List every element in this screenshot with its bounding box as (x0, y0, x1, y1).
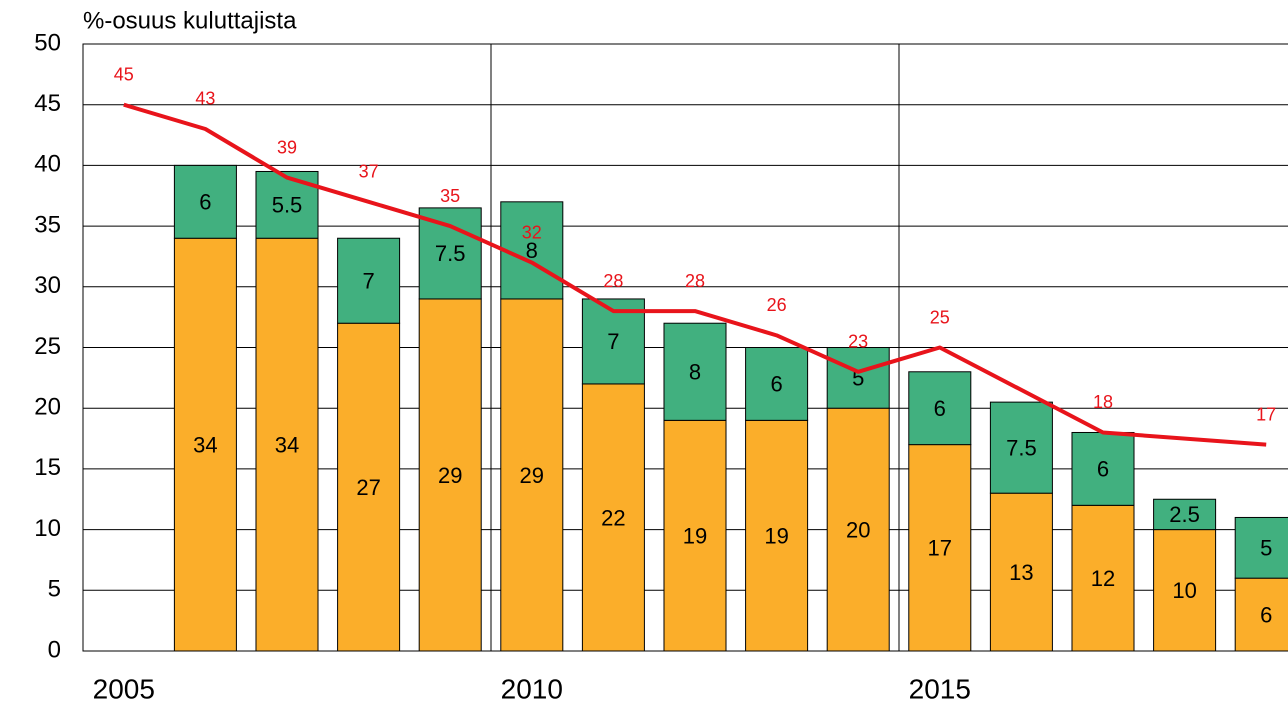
bar-segment (908, 371, 972, 446)
line-label: 37 (359, 162, 379, 182)
bar-label: 6 (934, 396, 946, 421)
bar-segment (1153, 529, 1217, 652)
bar-label: 6 (1260, 602, 1272, 627)
bar-label: 7.5 (1006, 435, 1037, 460)
y-tick-label: 5 (48, 576, 61, 603)
bar-label: 13 (1009, 560, 1033, 585)
y-tick-label: 10 (34, 515, 61, 542)
bar-label: 29 (438, 463, 462, 488)
line-label: 17 (1256, 404, 1276, 424)
bar-label: 17 (928, 536, 952, 561)
bar-segment (173, 237, 237, 652)
y-tick-label: 45 (34, 90, 61, 117)
bar-segment (581, 383, 645, 652)
bar-label: 12 (1091, 566, 1115, 591)
bar-label: 20 (846, 517, 870, 542)
bar-segment (255, 237, 319, 652)
bar-segment (745, 419, 809, 652)
bar-label: 19 (764, 523, 788, 548)
line-label: 25 (930, 307, 950, 327)
plot: 0 5 10 15 20 25 30 35 40 45 50 34 34 27 29 29 22 19 19 20 17… (34, 29, 1288, 663)
bar-label: 2.5 (1169, 502, 1200, 527)
bar-label: 5 (1260, 536, 1272, 561)
bar-label: 29 (520, 463, 544, 488)
line-label: 28 (603, 271, 623, 291)
bar-segment (1234, 516, 1288, 579)
y-tick-label: 0 (48, 636, 61, 663)
bar-label: 10 (1172, 578, 1196, 603)
line-label: 45 (114, 64, 134, 84)
bar-label: 6 (199, 190, 211, 215)
bar-label: 7 (362, 269, 374, 294)
bar-segment (418, 298, 482, 652)
line-label: 23 (848, 332, 868, 352)
y-tick-label: 50 (34, 29, 61, 56)
bar-label: 34 (275, 432, 299, 457)
bar-segment (989, 401, 1053, 494)
bar-segment (908, 444, 972, 652)
bar-label: 34 (193, 432, 217, 457)
y-tick-label: 35 (34, 211, 61, 238)
line-label: 35 (440, 186, 460, 206)
line-label: 18 (1093, 392, 1113, 412)
bar-label: 5.5 (272, 193, 303, 218)
x-tick-label: 2015 (909, 673, 971, 704)
bar-segment (337, 322, 401, 652)
bar-segment (663, 322, 727, 421)
bar-label: 8 (526, 238, 538, 263)
bar-segment (173, 164, 237, 239)
bar-segment (1153, 498, 1217, 531)
y-axis-label: %-osuus kuluttajista (83, 7, 297, 34)
y-tick-label: 25 (34, 333, 61, 360)
y-tick-label: 20 (34, 394, 61, 421)
bar-segment (663, 419, 727, 652)
x-tick-label: 2010 (501, 673, 563, 704)
bar-label: 22 (601, 505, 625, 530)
bar-segment (1234, 577, 1288, 652)
bar-label: 7.5 (435, 241, 466, 266)
bar-segment (826, 347, 890, 409)
line (123, 102, 1267, 447)
x-tick-label: 2005 (93, 673, 155, 704)
bar-segment (337, 237, 401, 324)
bar-segment (826, 407, 890, 652)
y-tick-label: 15 (34, 454, 61, 481)
bar-segment (418, 207, 482, 300)
bar-segment (500, 298, 564, 652)
line-label: 28 (685, 271, 705, 291)
bar-label: 6 (1097, 457, 1109, 482)
line-label: 39 (277, 137, 297, 157)
bar-label: 6 (770, 372, 782, 397)
line-label: 43 (195, 89, 215, 109)
y-tick-label: 30 (34, 272, 61, 299)
bar-label: 27 (356, 475, 380, 500)
bar-label: 8 (689, 360, 701, 385)
bar-label: 7 (607, 329, 619, 354)
bar-segment (989, 492, 1053, 652)
bar-label: 19 (683, 523, 707, 548)
line-label: 26 (767, 295, 787, 315)
line-label: 32 (522, 222, 542, 242)
bar-segment (581, 298, 645, 385)
bar-segment (1071, 504, 1135, 652)
y-tick-label: 40 (34, 151, 61, 178)
bar-segment (745, 347, 809, 421)
